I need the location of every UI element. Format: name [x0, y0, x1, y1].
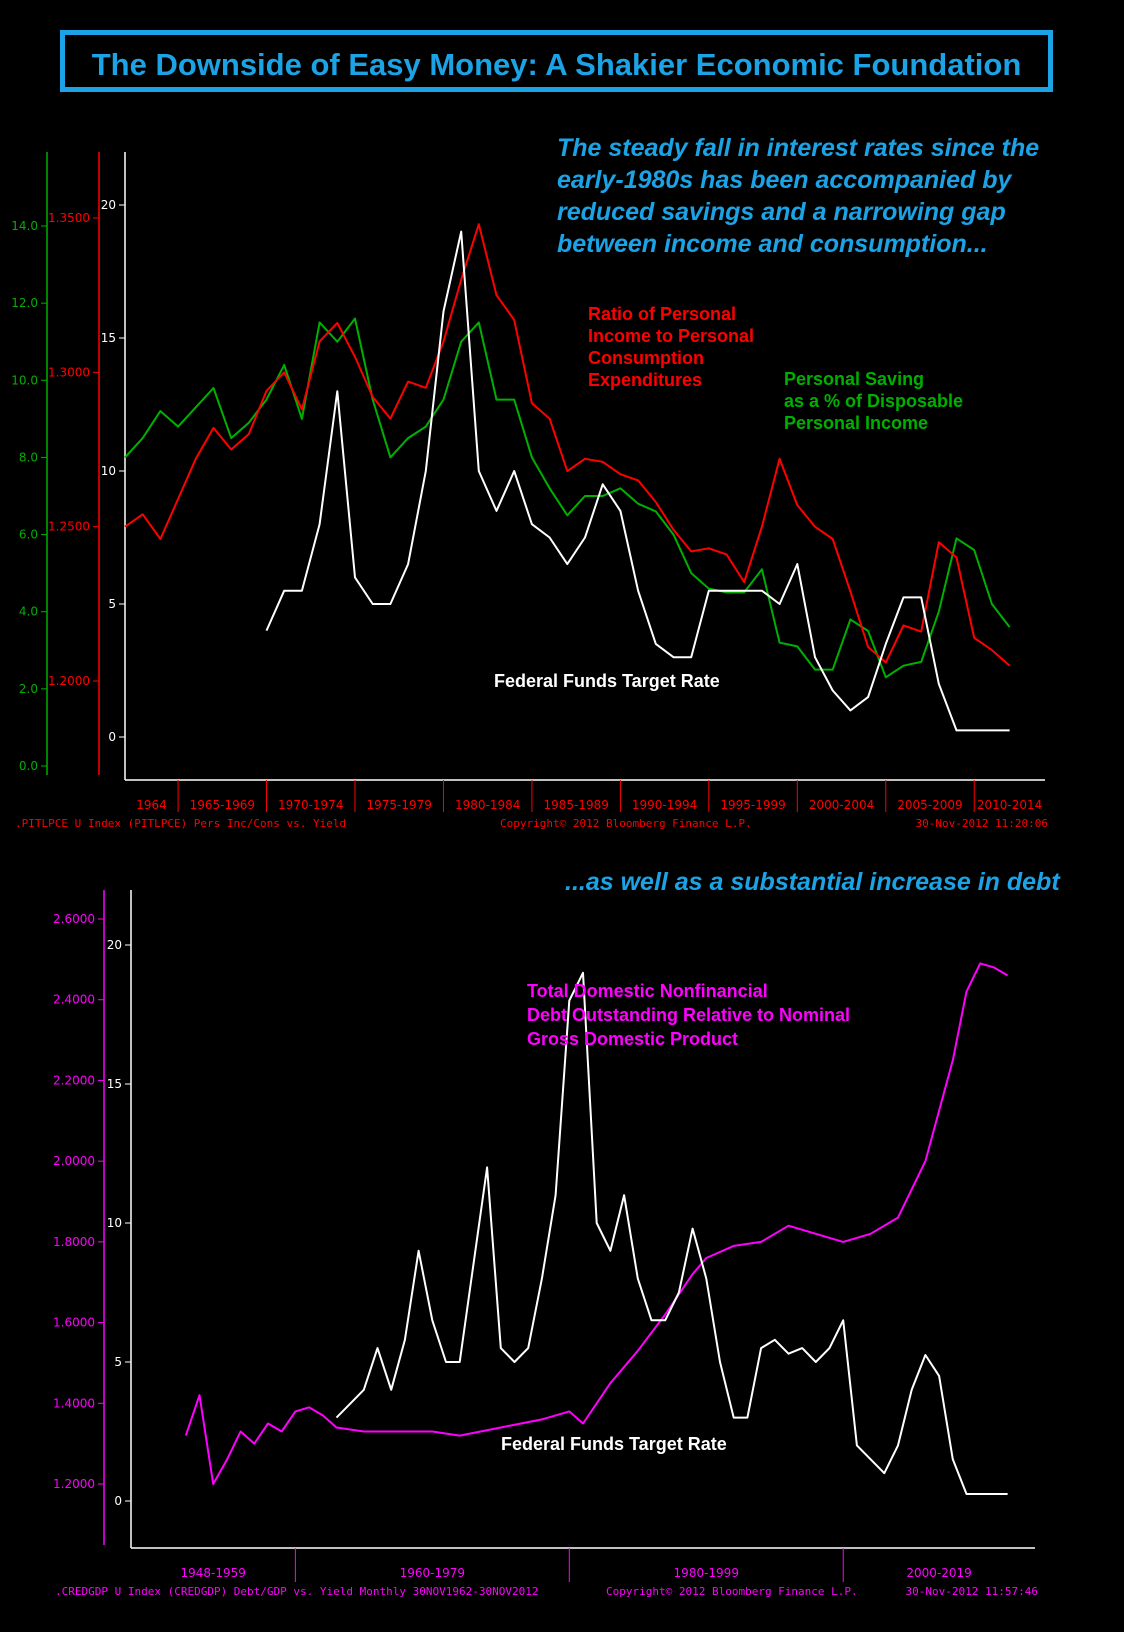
chart1-green-tick-label: 4.0: [19, 605, 38, 619]
chart1-red-tick-label: 1.2000: [48, 674, 90, 688]
chart2-right-tick-label: 20: [107, 938, 122, 952]
chart1-footer-mid: Copyright© 2012 Bloomberg Finance L.P.: [500, 817, 752, 830]
chart2-left-tick-label: 2.4000: [53, 993, 95, 1007]
chart1-red-tick-label: 1.2500: [48, 520, 90, 534]
chart2-debt-label: Gross Domestic Product: [527, 1029, 738, 1049]
chart2-left-tick-label: 2.6000: [53, 912, 95, 926]
chart1-green-tick-label: 0.0: [19, 759, 38, 773]
chart1-green-tick-label: 10.0: [11, 373, 38, 387]
chart1-green-tick-label: 8.0: [19, 450, 38, 464]
chart2-right-tick-label: 5: [114, 1355, 122, 1369]
chart1-x-tick-label: 1970-1974: [278, 798, 343, 812]
chart1-ratio-line: [124, 223, 1011, 667]
chart2-x-tick-label: 2000-2019: [906, 1566, 971, 1580]
chart1-x-tick-label: 1965-1969: [190, 798, 255, 812]
chart1-red-tick-label: 1.3500: [48, 211, 90, 225]
chart2-debt-label: Debt Outstanding Relative to Nominal: [527, 1005, 850, 1025]
chart2-footer-right: 30-Nov-2012 11:57:46: [906, 1585, 1038, 1598]
chart2-left-tick-label: 1.4000: [53, 1396, 95, 1410]
chart2-debt-label: Total Domestic Nonfinancial: [527, 981, 768, 1001]
chart2-x-tick-label: 1980-1999: [674, 1566, 739, 1580]
chart1-x-tick-label: 1990-1994: [632, 798, 697, 812]
chart1-x-tick-label: 1985-1989: [543, 798, 608, 812]
bottom-annotation: ...as well as a substantial increase in …: [565, 868, 1060, 896]
top-annotation: The steady fall in interest rates since …: [557, 134, 1040, 258]
chart1-white-tick-label: 15: [101, 331, 116, 345]
chart2-debt-line: [184, 962, 1009, 1485]
chart1-footer-left: .PITLPCE U Index (PITLPCE) Pers Inc/Cons…: [15, 817, 346, 830]
page-title: The Downside of Easy Money: A Shakier Ec…: [91, 47, 1022, 82]
chart2-fedfunds-label: Federal Funds Target Rate: [501, 1434, 727, 1454]
chart1-x-tick-label: 1964: [136, 798, 167, 812]
chart1-white-tick-label: 0: [108, 730, 116, 744]
chart2-x-tick-label: 1960-1979: [400, 1566, 465, 1580]
chart1-fedfunds-line: [265, 230, 1010, 732]
chart1-x-tick-label: 2000-2004: [809, 798, 874, 812]
chart2-footer-mid: Copyright© 2012 Bloomberg Finance L.P.: [606, 1585, 858, 1598]
chart1-x-tick-label: 2005-2009: [897, 798, 962, 812]
chart1-saving-label: Personal Saving: [784, 369, 924, 389]
chart2-x-tick-label: 1948-1959: [180, 1566, 245, 1580]
chart2-left-tick-label: 1.6000: [53, 1316, 95, 1330]
chart1-white-tick-label: 10: [101, 464, 116, 478]
chart1-white-tick-label: 5: [108, 597, 116, 611]
chart1-ratio-label: Consumption: [588, 348, 704, 368]
chart1-ratio-label: Income to Personal: [588, 326, 754, 346]
chart2-right-tick-label: 10: [107, 1216, 122, 1230]
chart2-left-tick-label: 2.0000: [53, 1154, 95, 1168]
chart1-ratio-label: Expenditures: [588, 370, 702, 390]
chart1-saving-label: Personal Income: [784, 413, 928, 433]
chart1-ratio-label: Ratio of Personal: [588, 304, 736, 324]
chart1-white-tick-label: 20: [101, 198, 116, 212]
chart1-green-tick-label: 14.0: [11, 219, 38, 233]
chart2-left-tick-label: 2.2000: [53, 1073, 95, 1087]
chart1-saving-label: as a % of Disposable: [784, 391, 963, 411]
chart1-green-tick-label: 6.0: [19, 528, 38, 542]
title-box: The Downside of Easy Money: A Shakier Ec…: [60, 30, 1053, 92]
chart2-left-tick-label: 1.2000: [53, 1477, 95, 1491]
chart1-footer-right: 30-Nov-2012 11:20:06: [916, 817, 1048, 830]
chart2-right-tick-label: 15: [107, 1077, 122, 1091]
chart1-fedfunds-label: Federal Funds Target Rate: [494, 671, 720, 691]
chart1-x-tick-label: 1995-1999: [720, 798, 785, 812]
chart1-green-tick-label: 12.0: [11, 296, 38, 310]
chart1-x-tick-label: 1975-1979: [367, 798, 432, 812]
chart1-red-tick-label: 1.3000: [48, 365, 90, 379]
chart2-right-tick-label: 0: [114, 1494, 122, 1508]
chart1-green-tick-label: 2.0: [19, 682, 38, 696]
chart2-left-tick-label: 1.8000: [53, 1235, 95, 1249]
chart2-fedfunds-line: [335, 971, 1008, 1495]
chart2-footer-left: .CREDGDP U Index (CREDGDP) Debt/GDP vs. …: [55, 1585, 538, 1598]
chart1-x-tick-label: 2010-2014: [977, 798, 1042, 812]
chart1-x-tick-label: 1980-1984: [455, 798, 520, 812]
